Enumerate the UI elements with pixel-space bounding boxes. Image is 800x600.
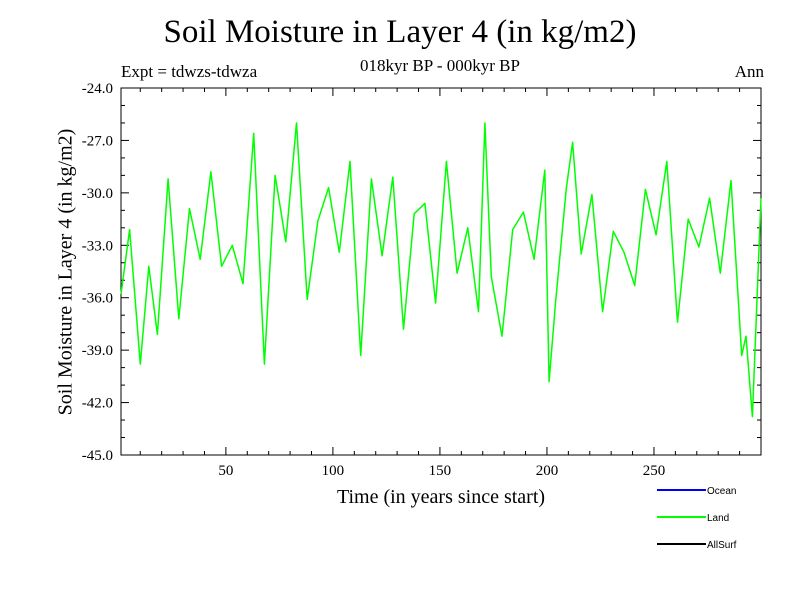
y-tick-label: -42.0 — [82, 396, 113, 412]
y-tick-label: -45.0 — [82, 448, 113, 464]
y-tick-label: -30.0 — [82, 186, 113, 202]
axes: 50 100 150 200 250 -45.0 -42.0 -39.0 -36.0 -33.0 -… — [82, 81, 761, 479]
legend-label-land: Land — [707, 513, 729, 524]
experiment-label: Expt = tdwzs-tdwza — [121, 62, 258, 81]
y-tick-label: -39.0 — [82, 343, 113, 359]
legend: Ocean Land AllSurf — [657, 486, 737, 551]
legend-label-allsurf: AllSurf — [707, 540, 737, 551]
season-label: Ann — [734, 62, 764, 81]
y-tick-label: -27.0 — [82, 133, 113, 149]
legend-label-ocean: Ocean — [707, 486, 736, 497]
x-axis-label: Time (in years since start) — [336, 486, 546, 508]
series-lines — [120, 122, 762, 418]
period-label: 018kyr BP - 000kyr BP — [360, 56, 520, 75]
x-tick-label: 100 — [322, 463, 345, 479]
series-line-land — [120, 122, 762, 418]
x-tick-label: 250 — [643, 463, 666, 479]
y-tick-label: -24.0 — [82, 81, 113, 97]
plot-frame — [120, 87, 762, 456]
chart-title: Soil Moisture in Layer 4 (in kg/m2) — [163, 14, 637, 50]
y-tick-label: -33.0 — [82, 238, 113, 254]
y-tick-label: -36.0 — [82, 291, 113, 307]
x-tick-label: 200 — [536, 463, 559, 479]
x-tick-label: 50 — [218, 463, 233, 479]
x-tick-label: 150 — [429, 463, 452, 479]
